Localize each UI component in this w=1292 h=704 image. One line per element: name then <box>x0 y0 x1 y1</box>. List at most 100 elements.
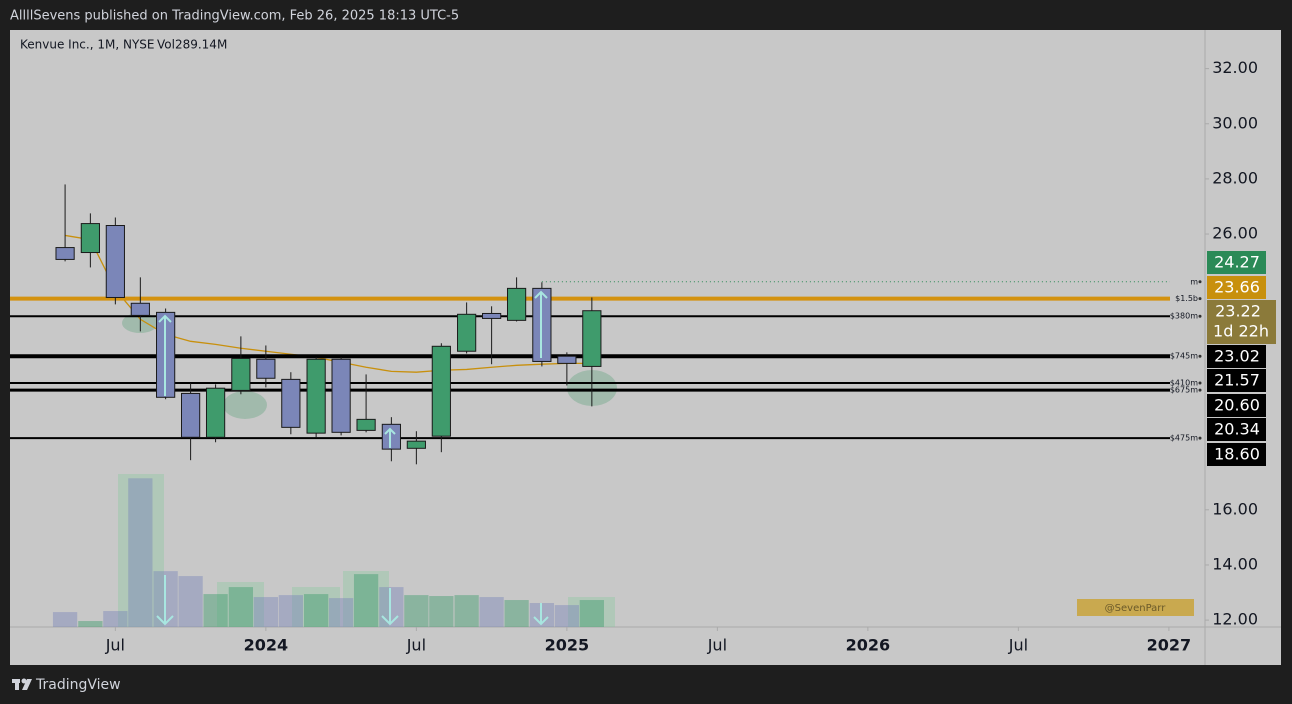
zone <box>292 587 340 627</box>
volume-bar <box>504 600 529 627</box>
level-dot <box>1198 314 1202 318</box>
down-arrow <box>156 575 174 626</box>
arrows <box>156 290 549 626</box>
level-label: $1.5b <box>1175 294 1198 303</box>
y-tick-label: 14.00 <box>1212 554 1258 573</box>
candle-body <box>331 358 351 433</box>
y-tick-label: 32.00 <box>1212 58 1258 77</box>
volume-bar <box>78 621 103 627</box>
level-dot <box>1198 436 1202 440</box>
level-label: $475m <box>1170 434 1198 443</box>
level-dot <box>1198 354 1202 358</box>
level-price-box <box>1207 394 1266 417</box>
level-price: 23.66 <box>1214 278 1260 297</box>
x-tick-label: Jul <box>406 636 426 655</box>
level-price-box <box>1207 345 1266 368</box>
volume-bar <box>52 612 78 627</box>
logo-part <box>21 678 27 684</box>
candle-body <box>80 223 100 254</box>
candle-body <box>281 378 301 428</box>
x-tick-label: 2024 <box>244 636 289 655</box>
y-tick-label: 30.00 <box>1212 113 1258 132</box>
volume-bar <box>328 598 354 627</box>
level-price: 23.02 <box>1214 347 1260 366</box>
y-tick-label: 12.00 <box>1212 610 1258 629</box>
candle-body <box>482 312 502 319</box>
y-tick-label: 16.00 <box>1212 499 1258 518</box>
y-tick-label: 26.00 <box>1212 224 1258 243</box>
watermark: @SevenParr <box>1105 603 1167 614</box>
watermark-box <box>1077 599 1194 616</box>
candle-body <box>231 357 251 391</box>
current-price-box <box>1207 300 1276 344</box>
level-price: 20.60 <box>1214 396 1260 415</box>
candle-body <box>306 358 326 434</box>
volume-bar <box>253 597 278 627</box>
down-arrow <box>381 588 399 626</box>
logo-part <box>15 679 19 690</box>
candle-body <box>55 247 75 260</box>
candle-body <box>256 358 276 379</box>
level-price-box <box>1207 443 1266 466</box>
x-tick-label: Jul <box>105 636 125 655</box>
level-dot <box>1198 381 1202 385</box>
zone <box>343 571 389 627</box>
up-arrow <box>384 427 396 448</box>
level-dot <box>1198 388 1202 392</box>
down-arrow <box>533 603 549 626</box>
up-arrow <box>534 290 548 358</box>
level-price: 24.27 <box>1214 253 1260 272</box>
volume-bar <box>479 597 504 627</box>
level-price-box <box>1207 251 1266 274</box>
candle-body <box>557 355 577 364</box>
y-tick-label: 28.00 <box>1212 168 1258 187</box>
candle-body <box>105 225 125 298</box>
level-price-box <box>1207 369 1266 392</box>
volume-bar <box>203 594 228 627</box>
logo-part <box>22 679 32 690</box>
volume-bar <box>278 595 303 627</box>
zone <box>568 597 615 627</box>
candle-body <box>431 345 451 437</box>
candle-body <box>457 313 477 352</box>
up-arrow <box>158 314 172 396</box>
level-dot <box>1198 280 1202 284</box>
level-dot <box>1198 297 1202 301</box>
legend-title: Kenvue Inc., 1M, NYSE <box>20 38 154 52</box>
candle-body <box>181 392 201 438</box>
x-tick-label: Jul <box>707 636 727 655</box>
level-label: $380m <box>1170 312 1198 321</box>
candle-body <box>506 287 527 321</box>
volume-bar <box>379 587 404 627</box>
candle-body <box>381 423 401 450</box>
plot-background <box>10 30 1281 665</box>
volume-bar <box>103 611 128 627</box>
volume-bar <box>178 576 203 627</box>
x-tick-label: 2026 <box>846 636 891 655</box>
level-price-box <box>1207 276 1266 299</box>
axes-layer: 32.00 30.00 28.00 26.00 16.00 14.00 12.00 Jul 20… <box>105 58 1276 655</box>
volume-bar <box>554 605 580 627</box>
x-tick-label: Jul <box>1008 636 1028 655</box>
volume-bar <box>429 596 454 627</box>
level-price-box <box>1207 418 1266 441</box>
current-price: 23.22 <box>1215 302 1261 321</box>
zone <box>217 582 264 627</box>
brand-logo <box>12 678 32 690</box>
level-price: 21.57 <box>1214 371 1260 390</box>
candle-body <box>356 418 376 431</box>
volume-bar <box>353 574 379 627</box>
level-label: $410m <box>1170 378 1198 387</box>
zone <box>118 474 164 627</box>
byline: AllllSevens published on TradingView.com… <box>10 9 459 24</box>
ellipse <box>223 391 267 419</box>
volume-layer <box>52 478 604 627</box>
level-label: $745m <box>1170 352 1198 361</box>
volume-bar <box>454 595 479 627</box>
x-tick-label: 2027 <box>1147 636 1192 655</box>
level-label: m <box>1190 277 1198 286</box>
level-price: 18.60 <box>1214 445 1260 464</box>
countdown: 1d 22h <box>1213 322 1269 341</box>
volume-legend: Vol289.14M <box>157 38 227 52</box>
